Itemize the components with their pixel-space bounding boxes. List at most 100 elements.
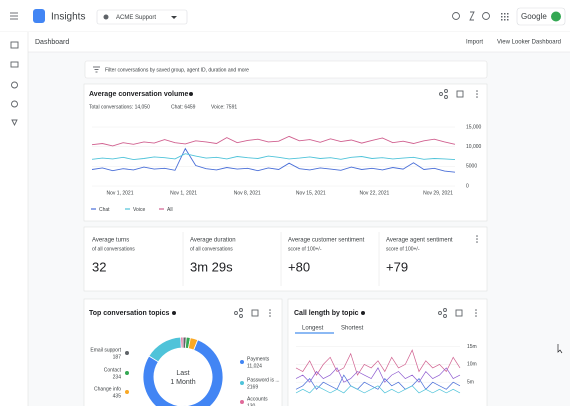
toolbar	[28, 32, 570, 52]
legend-dot	[240, 381, 244, 385]
account-button[interactable]	[516, 7, 566, 26]
series-line	[295, 349, 461, 376]
x-tick-label: Nov 29, 2021	[423, 190, 453, 196]
app-name: Insights	[51, 12, 85, 23]
tab-shortest[interactable]: Shortest	[341, 326, 364, 332]
apps-button[interactable]	[501, 13, 509, 21]
topic-value: 11,024	[247, 363, 262, 369]
metric-value: +79	[386, 259, 408, 274]
top-bar	[0, 0, 570, 32]
topic-value: 130	[247, 403, 256, 406]
dropdown-arrow	[171, 16, 177, 19]
info-icon	[189, 92, 193, 96]
help-button[interactable]	[482, 12, 490, 20]
y-tick-label: 15,000	[466, 124, 482, 130]
nav-dashboard[interactable]	[10, 41, 19, 49]
legend-dot	[125, 390, 129, 394]
donut-segment	[180, 336, 184, 349]
account-name: Google	[521, 12, 547, 21]
x-tick-label: Nov 8, 2021	[234, 190, 261, 196]
project-selector[interactable]	[96, 9, 188, 25]
nav-upload[interactable]	[11, 81, 18, 89]
metric-value: 3m 29s	[190, 259, 233, 274]
page-title: Dashboard	[35, 39, 69, 46]
more-menus[interactable]	[269, 90, 478, 317]
donut-center: Last	[176, 370, 189, 377]
series-line	[91, 153, 456, 161]
legend-label: Chat	[99, 207, 110, 213]
card-title: Top conversation topics	[89, 310, 169, 317]
topic-value: 234	[113, 374, 122, 380]
donut-center: 1 Month	[170, 379, 195, 386]
volume-card	[83, 83, 488, 222]
y-tick-label: 15m	[467, 344, 477, 350]
metric-label: Average turns	[92, 238, 129, 244]
metric-sub: score of 100+/-	[288, 246, 322, 252]
card-title: Call length by topic	[294, 310, 359, 317]
topic-label: Accounts	[247, 396, 268, 402]
stat: Voice: 7591	[211, 104, 237, 110]
x-tick-label: Nov 1, 2021	[170, 190, 197, 196]
legend-label: Voice	[133, 207, 145, 213]
card-title: Average conversation volume	[89, 91, 188, 98]
series-line	[295, 385, 461, 394]
metric-sub: of all conversations	[92, 246, 135, 252]
cursor	[557, 344, 563, 354]
info-icon	[172, 311, 176, 315]
nav-conversations[interactable]	[10, 61, 19, 68]
metric-label: Average duration	[190, 238, 236, 244]
import-link[interactable]: Import	[466, 40, 483, 46]
legend-label: All	[167, 207, 173, 213]
y-tick-label: 5000	[466, 164, 477, 170]
topic-label: Change info	[94, 386, 121, 392]
filter-icon	[93, 66, 100, 73]
topic-label: Email support	[90, 347, 121, 353]
stat: Total conversations: 14,050	[89, 104, 150, 110]
metrics-card	[83, 226, 488, 292]
topic-value: 187	[113, 354, 122, 360]
metric-sub: score of 100+/-	[386, 246, 420, 252]
metric-label: Average customer sentiment	[288, 238, 365, 244]
metric-value: +80	[288, 259, 310, 274]
nav-topics[interactable]	[11, 119, 18, 127]
legend-dot	[240, 400, 244, 404]
side-nav	[0, 32, 28, 406]
series-line	[91, 135, 456, 147]
project-name: ACME Support	[116, 15, 156, 21]
tab-longest[interactable]: Longest	[302, 326, 324, 332]
looker-link[interactable]: View Looker Dashboard	[497, 40, 561, 46]
y-tick-label: 10m	[467, 362, 477, 368]
card-actions[interactable]	[234, 89, 464, 318]
x-tick-label: Nov 1, 2021	[107, 190, 134, 196]
metric-sub: of all conversations	[190, 246, 233, 252]
topic-value: 435	[113, 393, 122, 399]
topics-card	[83, 298, 283, 406]
nav-insights[interactable]	[11, 100, 18, 108]
project-icon	[103, 14, 109, 20]
settings-button[interactable]	[452, 12, 460, 20]
topic-label: Payments	[247, 356, 270, 362]
topic-label: Contact	[104, 367, 122, 373]
avatar	[551, 11, 561, 22]
hourglass-button[interactable]	[469, 11, 475, 21]
series-line	[295, 374, 461, 390]
donut-segment	[142, 339, 224, 406]
x-tick-label: Nov 22, 2021	[360, 190, 390, 196]
filter-placeholder: Filter conversations by saved group, age…	[105, 67, 249, 73]
topic-label: Password is ...	[247, 377, 280, 383]
metric-value: 32	[92, 259, 106, 274]
series-line	[295, 367, 461, 383]
y-tick-label: 0	[466, 183, 469, 189]
stat: Chat: 6459	[171, 104, 196, 110]
filter-bar[interactable]	[84, 60, 488, 79]
menu-button[interactable]	[10, 12, 18, 20]
info-icon	[361, 311, 365, 315]
legend-dot	[240, 360, 244, 364]
series-line	[91, 147, 456, 173]
legend-dot	[125, 371, 129, 375]
legend-dot	[125, 351, 129, 355]
x-tick-label: Nov 15, 2021	[296, 190, 326, 196]
metric-label: Average agent sentiment	[386, 238, 453, 244]
y-tick-label: 10,000	[466, 144, 482, 150]
